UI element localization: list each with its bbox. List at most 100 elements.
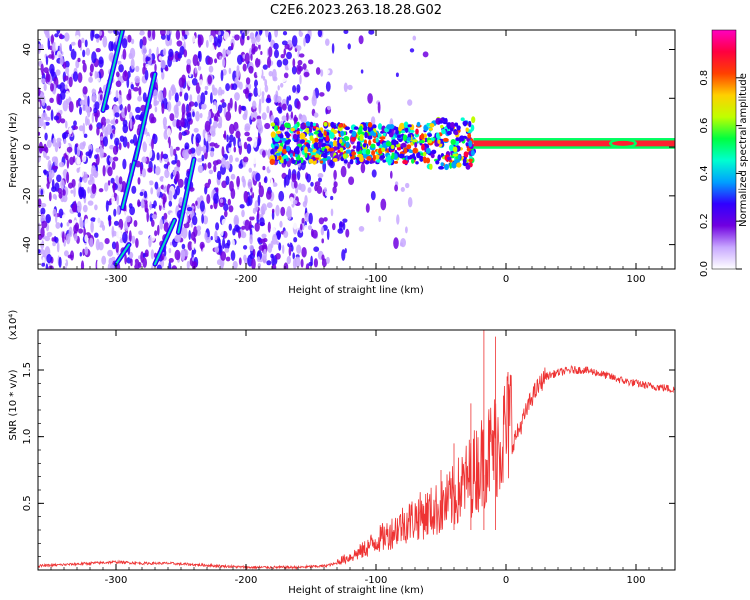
spectrogram-noise-blob — [168, 48, 174, 58]
spectrogram-noise-blob — [118, 64, 124, 73]
spectrogram-noise-blob — [203, 163, 207, 171]
spectrogram-noise-blob — [45, 55, 49, 66]
spectrogram-noise-blob — [201, 154, 205, 162]
spectrogram-noise-blob — [286, 81, 290, 89]
spectrogram-noise-blob — [148, 48, 152, 55]
spectrogram-noise-blob — [127, 34, 132, 43]
spectrogram-noise-blob — [64, 32, 70, 42]
spectrogram-noise-blob — [254, 200, 259, 213]
spectrogram-noise-blob — [90, 30, 94, 42]
spectrogram-band-blob — [441, 128, 446, 135]
spectrogram-noise-blob — [197, 158, 203, 163]
spectrogram-noise-blob — [225, 83, 231, 92]
spectrogram-noise-blob — [342, 222, 346, 231]
spectrogram-noise-blob — [276, 231, 281, 241]
spectrogram-noise-blob — [129, 118, 133, 130]
spectrogram-band-blob — [364, 131, 368, 139]
spectrogram-noise-blob — [40, 44, 44, 51]
spectrogram-band-blob — [426, 122, 430, 127]
spectrogram-noise-blob — [206, 194, 211, 204]
spectrogram-noise-blob — [79, 166, 84, 178]
spectrogram-band-blob — [375, 154, 380, 160]
spectrogram-band-blob — [308, 148, 313, 153]
spectrogram-noise-blob — [233, 146, 237, 153]
spectrogram-band-blob — [366, 156, 372, 161]
spectrogram-noise-blob — [41, 112, 48, 120]
spectrogram-noise-blob — [187, 241, 193, 251]
spectrogram-noise-blob — [205, 132, 208, 142]
spectrogram-noise-blob — [208, 35, 214, 43]
spectrogram-noise-blob — [174, 249, 181, 261]
spectrogram-band-bulge-core — [612, 140, 634, 146]
spectrogram-noise-blob — [79, 142, 86, 150]
spectrogram-noise-blob — [311, 229, 318, 239]
spectrogram-band-blob — [350, 137, 356, 142]
spectrogram-noise-blob — [56, 140, 62, 148]
spectrogram-noise-blob — [48, 169, 55, 179]
spectrogram-noise-blob — [106, 123, 112, 135]
spectrogram-noise-blob — [221, 218, 227, 226]
spectrogram-band-blob — [438, 166, 445, 170]
spectrogram-noise-blob — [149, 113, 155, 124]
spectrogram-noise-blob — [38, 43, 41, 54]
spectrogram-noise-blob — [107, 30, 113, 34]
spectrogram-noise-blob — [210, 147, 215, 153]
spectrogram-noise-blob — [105, 118, 111, 124]
spectrogram-noise-blob — [276, 96, 282, 103]
spectrogram-noise-blob — [261, 95, 265, 104]
spectrogram-noise-blob — [53, 77, 57, 82]
spectrogram-noise-blob — [42, 256, 45, 263]
spectrogram-noise-blob — [244, 131, 250, 137]
spectrogram-noise-blob — [253, 46, 258, 52]
x-tick-label: -200 — [235, 575, 258, 586]
spectrogram-band-blob — [422, 156, 427, 162]
spectrogram-noise-blob — [160, 59, 166, 69]
spectrogram-noise-blob — [296, 170, 301, 181]
spectrogram-noise-blob — [98, 59, 104, 65]
spectrogram-noise-blob — [185, 30, 189, 35]
spectrogram-noise-blob — [122, 119, 128, 127]
spectrogram-noise-blob — [82, 86, 88, 95]
spectrogram-noise-blob — [252, 248, 256, 257]
spectrogram-noise-blob — [258, 181, 262, 189]
spectrogram-noise-blob — [214, 58, 218, 64]
spectrogram-noise-blob — [122, 210, 128, 219]
colorbar-label: Normalized spectral amplitude — [738, 73, 749, 227]
x-tick-label: 0 — [503, 274, 509, 285]
spectrogram-noise-blob — [91, 94, 97, 101]
spectrogram-noise-blob — [142, 257, 147, 268]
spectrogram-noise-blob — [277, 85, 280, 91]
spectrogram-noise-blob — [121, 38, 128, 49]
spectrogram-noise-blob — [162, 48, 167, 56]
spectrogram-noise-blob — [189, 34, 196, 43]
spectrogram-noise-blob — [91, 183, 97, 195]
spectrogram-noise-blob — [370, 190, 376, 201]
spectrogram-noise-blob — [174, 153, 178, 164]
spectrogram-noise-blob — [66, 171, 70, 184]
spectrogram-noise-blob — [231, 238, 235, 249]
spectrogram-noise-blob — [113, 208, 117, 217]
spectrogram-noise-blob — [129, 206, 136, 216]
spectrogram-band-blob — [313, 131, 320, 135]
spectrogram-noise-blob — [66, 221, 70, 227]
spectrogram-noise-blob — [407, 197, 413, 208]
spectrogram-noise-blob — [248, 167, 253, 173]
spectrogram-noise-blob — [304, 33, 311, 44]
spectrogram-noise-blob — [266, 105, 270, 114]
spectrogram-noise-blob — [275, 204, 280, 217]
spectrogram-band-blob — [449, 162, 453, 169]
spectrogram-noise-blob — [142, 36, 147, 46]
x-tick-label: -100 — [365, 575, 388, 586]
spectrogram-band-blob — [300, 123, 307, 130]
spectrogram-band-blob — [465, 153, 469, 158]
spectrogram-noise-blob — [235, 252, 239, 264]
spectrogram-noise-blob — [41, 220, 48, 229]
spectrogram-noise-blob — [211, 104, 217, 114]
spectrogram-noise-blob — [262, 76, 266, 81]
spectrogram-noise-blob — [56, 30, 61, 35]
spectrogram-band-blob — [466, 148, 471, 152]
spectrogram-noise-blob — [400, 238, 406, 248]
spectrogram-noise-blob — [234, 100, 237, 113]
spectrogram-noise-blob — [129, 76, 135, 83]
spectrogram-noise-blob — [288, 168, 292, 180]
